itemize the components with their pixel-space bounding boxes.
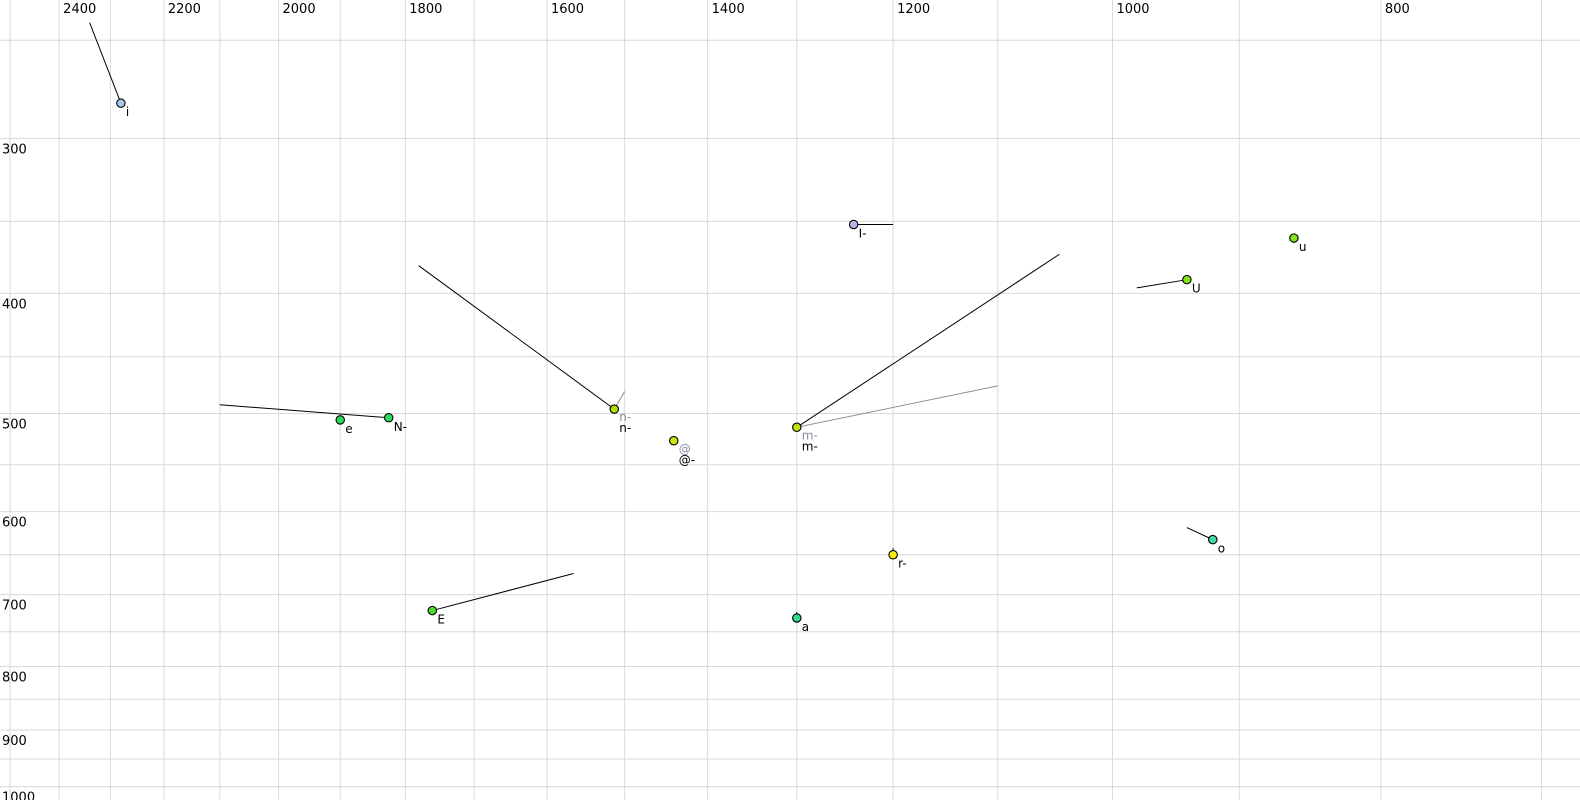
x-axis-tick-label: 2200 bbox=[168, 2, 201, 17]
trajectory-line bbox=[796, 385, 998, 428]
data-point bbox=[1182, 274, 1192, 285]
data-point bbox=[792, 422, 802, 433]
point-label: o bbox=[1218, 542, 1225, 556]
data-point bbox=[848, 219, 859, 230]
trajectory-line bbox=[1136, 279, 1187, 289]
point-label: m- bbox=[802, 439, 818, 453]
point-label: I- bbox=[859, 226, 867, 240]
data-point bbox=[792, 613, 802, 623]
trajectory-line bbox=[418, 265, 615, 410]
point-label: @- bbox=[679, 453, 695, 467]
y-axis-tick-label: 600 bbox=[2, 516, 27, 531]
y-axis-tick-label: 900 bbox=[2, 734, 27, 749]
x-axis-tick-label: 1000 bbox=[1116, 2, 1149, 17]
point-label: i bbox=[126, 105, 129, 119]
x-axis-tick-label: 1200 bbox=[897, 2, 930, 17]
trajectory-line bbox=[89, 22, 122, 104]
point-label: u bbox=[1299, 240, 1307, 254]
point-label: N- bbox=[394, 420, 407, 434]
x-axis-tick-label: 2400 bbox=[63, 2, 96, 17]
y-axis-tick-label: 700 bbox=[2, 599, 27, 614]
point-label-secondary: m- bbox=[802, 428, 818, 442]
data-point bbox=[1289, 233, 1299, 243]
y-axis-tick-label: 500 bbox=[2, 417, 27, 432]
data-point bbox=[669, 436, 679, 446]
point-label: e bbox=[345, 422, 352, 436]
x-axis-tick-label: 1400 bbox=[712, 2, 745, 17]
y-axis-tick-label: 1000 bbox=[2, 791, 35, 800]
data-point bbox=[116, 98, 126, 108]
x-axis-tick-label: 2000 bbox=[283, 2, 316, 17]
trajectory-line bbox=[1186, 527, 1213, 541]
point-label: E bbox=[437, 613, 445, 627]
data-point bbox=[1208, 534, 1218, 545]
data-point bbox=[335, 415, 345, 425]
point-label: U bbox=[1192, 282, 1201, 296]
y-axis-tick-label: 800 bbox=[2, 671, 27, 686]
data-point bbox=[609, 404, 620, 414]
data-point bbox=[427, 605, 438, 616]
x-axis-tick-label: 1800 bbox=[409, 2, 442, 17]
point-label: n- bbox=[619, 421, 631, 435]
x-axis-tick-label: 800 bbox=[1385, 2, 1410, 17]
point-label: r- bbox=[898, 557, 907, 571]
trajectory-line bbox=[432, 572, 574, 612]
y-axis-tick-label: 300 bbox=[2, 142, 27, 157]
point-label: a bbox=[802, 620, 809, 634]
x-axis-tick-label: 1600 bbox=[551, 2, 584, 17]
data-point bbox=[383, 413, 394, 423]
trajectory-line bbox=[219, 404, 389, 419]
data-point bbox=[888, 549, 898, 560]
trajectory-line bbox=[796, 253, 1060, 428]
point-label-secondary: n- bbox=[619, 410, 631, 424]
y-axis-tick-label: 400 bbox=[2, 297, 27, 312]
point-label-secondary: @ bbox=[679, 442, 691, 456]
